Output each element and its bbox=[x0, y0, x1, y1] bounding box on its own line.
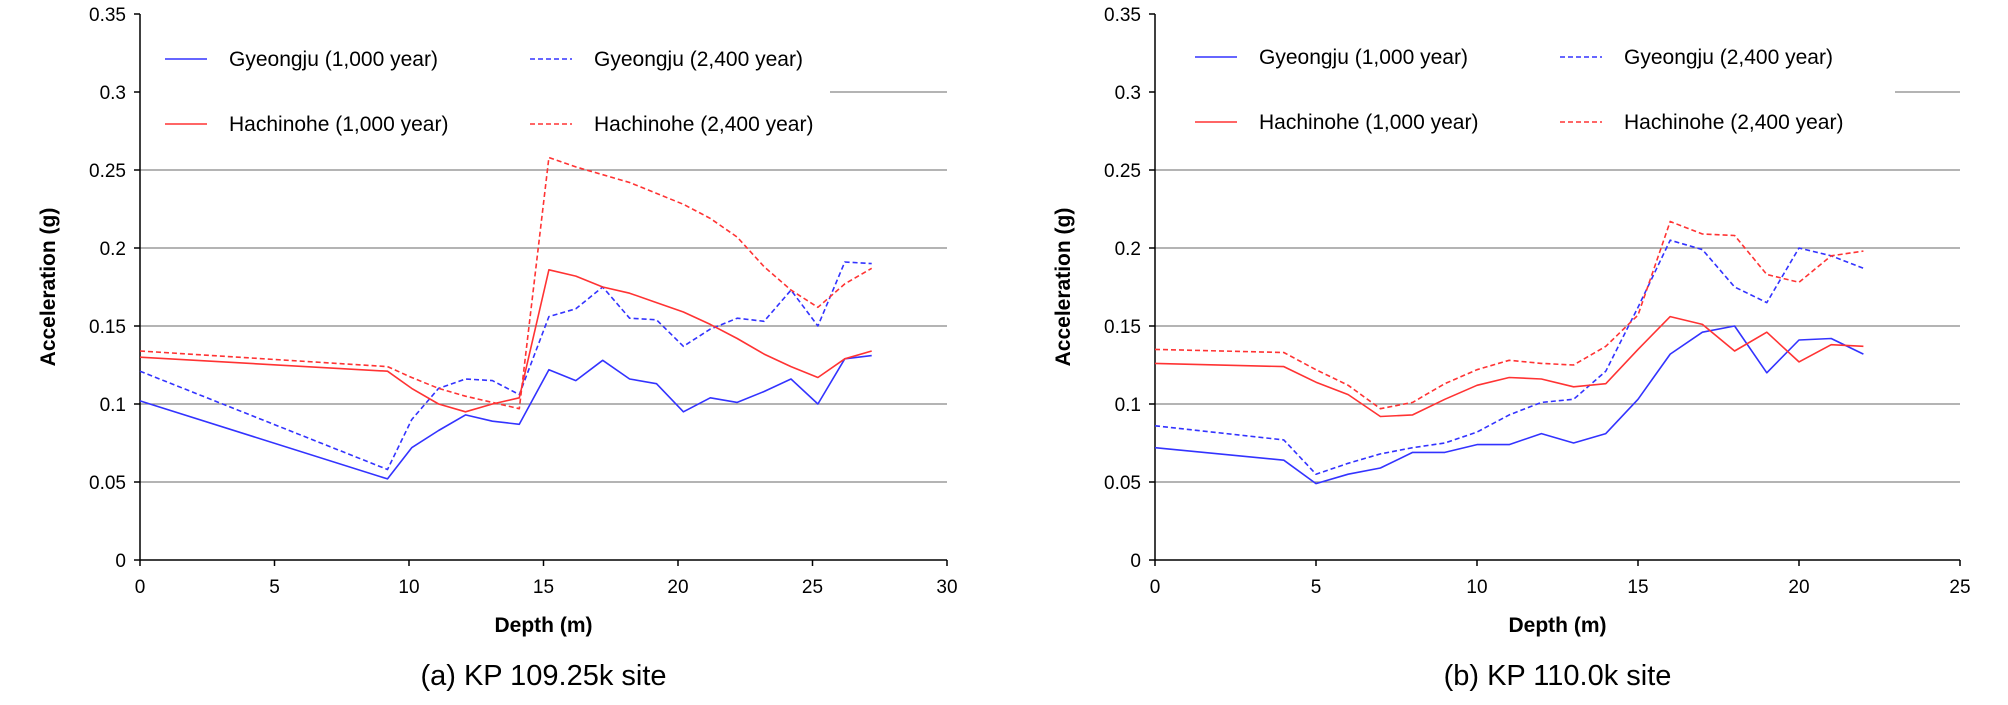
legend-label: Hachinohe (2,400 year) bbox=[594, 113, 813, 136]
legend-label: Hachinohe (1,000 year) bbox=[1259, 111, 1478, 134]
legend-label: Gyeongju (1,000 year) bbox=[229, 48, 438, 71]
x-tick-label: 25 bbox=[802, 577, 823, 598]
y-tick-label: 0.2 bbox=[1115, 239, 1141, 260]
x-tick-label: 25 bbox=[1949, 577, 1970, 598]
x-tick-label: 5 bbox=[269, 577, 280, 598]
y-tick-label: 0 bbox=[1130, 551, 1141, 572]
x-tick-label: 10 bbox=[398, 577, 419, 598]
x-tick-label: 20 bbox=[667, 577, 688, 598]
y-axis-title: Acceleration (g) bbox=[37, 208, 60, 367]
y-axis-title: Acceleration (g) bbox=[1052, 208, 1075, 367]
y-tick-label: 0.25 bbox=[1104, 161, 1141, 182]
y-tick-label: 0.35 bbox=[1104, 5, 1141, 26]
legend-label: Gyeongju (2,400 year) bbox=[594, 48, 803, 71]
series-line-4 bbox=[139, 156, 873, 410]
y-tick-label: 0.15 bbox=[89, 317, 126, 338]
y-tick-label: 0.1 bbox=[100, 395, 126, 416]
series-line-2 bbox=[1154, 239, 1864, 476]
x-tick-label: 10 bbox=[1466, 577, 1487, 598]
y-tick-label: 0.3 bbox=[1115, 83, 1141, 104]
x-tick-label: 5 bbox=[1311, 577, 1322, 598]
x-tick-label: 15 bbox=[533, 577, 554, 598]
legend-label: Hachinohe (1,000 year) bbox=[229, 113, 448, 136]
y-tick-label: 0.35 bbox=[89, 5, 126, 26]
series-line-2 bbox=[139, 261, 872, 471]
legend-label: Hachinohe (2,400 year) bbox=[1624, 111, 1843, 134]
y-tick-label: 0 bbox=[115, 551, 126, 572]
series-line-3 bbox=[139, 268, 872, 413]
x-tick-label: 0 bbox=[1150, 577, 1161, 598]
series-line-4 bbox=[1154, 220, 1864, 410]
x-axis-title: Depth (m) bbox=[495, 614, 593, 637]
x-tick-label: 0 bbox=[135, 577, 146, 598]
y-tick-label: 0.25 bbox=[89, 161, 126, 182]
x-tick-label: 20 bbox=[1788, 577, 1809, 598]
series-line-1 bbox=[1154, 325, 1864, 485]
series-line-1 bbox=[139, 354, 872, 480]
series-line-3 bbox=[1154, 315, 1864, 418]
y-tick-label: 0.1 bbox=[1115, 395, 1141, 416]
y-tick-label: 0.15 bbox=[1104, 317, 1141, 338]
legend-label: Gyeongju (1,000 year) bbox=[1259, 46, 1468, 69]
figure-caption: (b) KP 110.0k site bbox=[1444, 660, 1672, 692]
y-tick-label: 0.3 bbox=[100, 83, 126, 104]
figure-caption: (a) KP 109.25k site bbox=[420, 660, 666, 692]
legend-label: Gyeongju (2,400 year) bbox=[1624, 46, 1833, 69]
chart-b: 0 0.05 0.1 0.15 0.2 0.25 0.3 0.35 0 5 10 15 20 25 Dept… bbox=[1052, 5, 1971, 692]
y-tick-label: 0.05 bbox=[1104, 473, 1141, 494]
y-tick-label: 0.05 bbox=[89, 473, 126, 494]
x-axis-title: Depth (m) bbox=[1509, 614, 1607, 637]
x-tick-label: 15 bbox=[1627, 577, 1648, 598]
x-tick-label: 30 bbox=[936, 577, 957, 598]
chart-a: 0 0.05 0.1 0.15 0.2 0.25 0.3 0.35 0 5 10 15 20 25 30 De… bbox=[37, 5, 958, 692]
y-tick-label: 0.2 bbox=[100, 239, 126, 260]
